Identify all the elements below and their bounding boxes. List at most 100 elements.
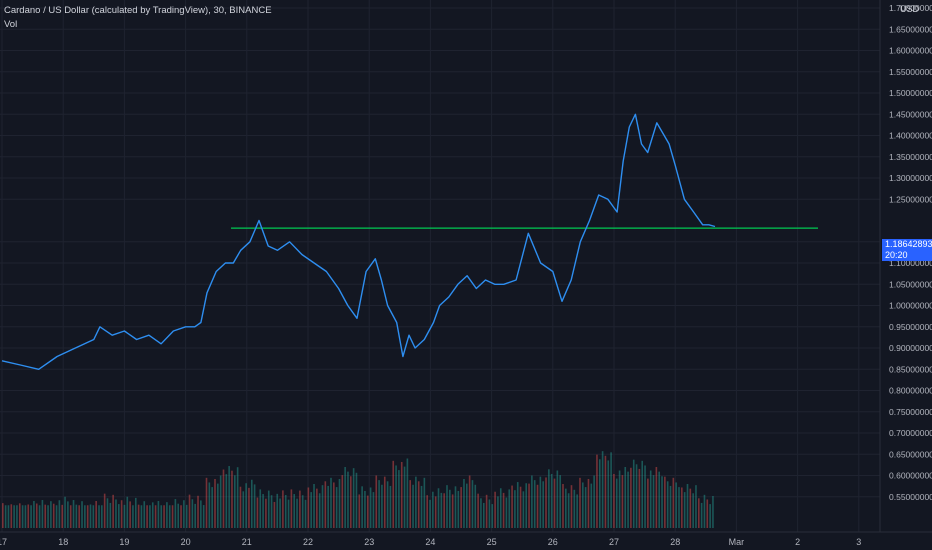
currency-label[interactable]: USD bbox=[900, 4, 920, 14]
volume-bar bbox=[615, 478, 618, 528]
volume-bar bbox=[316, 488, 318, 528]
volume-bar bbox=[635, 464, 638, 528]
volume-bar bbox=[344, 467, 346, 528]
volume-bar bbox=[412, 484, 414, 528]
volume-bar bbox=[16, 505, 18, 528]
price-tick-label: 1.00000000 bbox=[889, 301, 932, 311]
time-tick-label: 2 bbox=[795, 537, 800, 547]
price-axis[interactable]: 1.70000000 1.65000000 1.60000000 1.55000000… bbox=[889, 3, 932, 502]
volume-bar bbox=[440, 492, 443, 528]
price-tick-label: 1.10000000 bbox=[889, 258, 932, 268]
volume-bar bbox=[341, 475, 344, 528]
volume-bar bbox=[273, 501, 276, 528]
volume-indicator-label: Vol bbox=[4, 19, 18, 30]
volume-bar bbox=[7, 505, 10, 528]
volume-bar bbox=[457, 490, 460, 528]
volume-bar bbox=[327, 485, 329, 528]
volume-bar bbox=[321, 485, 324, 528]
volume-bar bbox=[550, 473, 553, 528]
volume-bar bbox=[415, 476, 417, 528]
bar-countdown: 20:20 bbox=[885, 250, 908, 260]
volume-bar bbox=[41, 500, 44, 528]
price-tick-label: 1.65000000 bbox=[889, 24, 932, 34]
price-tick-label: 0.80000000 bbox=[889, 386, 932, 396]
price-tick-label: 0.70000000 bbox=[889, 428, 932, 438]
price-tick-label: 1.55000000 bbox=[889, 67, 932, 77]
volume-bar bbox=[84, 505, 86, 528]
volume-bar bbox=[47, 505, 49, 528]
time-tick-label: 23 bbox=[364, 537, 374, 547]
volume-bar bbox=[352, 468, 355, 528]
volume-bar bbox=[293, 494, 296, 528]
volume-bar bbox=[151, 502, 154, 528]
symbol-title: Cardano / US Dollar (calculated by Tradi… bbox=[4, 5, 272, 16]
volume-bar bbox=[610, 452, 612, 528]
time-tick-label: 21 bbox=[242, 537, 252, 547]
price-tick-label: 1.70000000 bbox=[889, 3, 932, 13]
price-tick-label: 1.35000000 bbox=[889, 152, 932, 162]
volume-bar bbox=[149, 505, 151, 528]
volume-bar bbox=[621, 475, 624, 528]
volume-bar bbox=[202, 505, 205, 528]
volume-bar bbox=[505, 497, 508, 528]
price-tick-label: 1.40000000 bbox=[889, 131, 932, 141]
time-tick-label: 24 bbox=[425, 537, 435, 547]
volume-bar bbox=[347, 471, 349, 528]
volume-bar bbox=[378, 480, 380, 528]
volume-bar bbox=[630, 467, 632, 528]
volume-bar bbox=[468, 475, 471, 528]
volume-bar bbox=[669, 485, 672, 528]
volume-bar bbox=[689, 488, 692, 528]
volume-bar bbox=[338, 478, 341, 528]
volume-bar bbox=[86, 505, 89, 528]
volume-bar bbox=[253, 484, 256, 528]
price-tick-label: 0.95000000 bbox=[889, 322, 932, 332]
volume-bar bbox=[570, 485, 573, 528]
volume-bar bbox=[143, 501, 146, 528]
volume-bar bbox=[330, 477, 332, 528]
volume-bar bbox=[533, 480, 536, 528]
volume-bar bbox=[137, 504, 140, 528]
volume-bar bbox=[168, 505, 171, 528]
time-axis[interactable]: 171819202122232425262728Mar23 bbox=[0, 537, 861, 547]
volume-bar bbox=[618, 470, 621, 528]
volume-bar bbox=[559, 475, 561, 528]
volume-bar bbox=[183, 500, 185, 528]
volume-bar bbox=[250, 479, 253, 528]
volume-bar bbox=[491, 504, 494, 528]
volume-bar bbox=[389, 485, 392, 528]
price-tick-label: 0.60000000 bbox=[889, 471, 932, 481]
volume-bar bbox=[160, 505, 163, 528]
volume-bar bbox=[228, 466, 230, 528]
volume-bar bbox=[64, 496, 66, 528]
volume-bar bbox=[313, 484, 315, 528]
volume-bar bbox=[488, 499, 491, 528]
volume-bar bbox=[248, 487, 250, 528]
last-price-tag: 1.18642893 20:20 bbox=[882, 239, 932, 261]
volume-bar bbox=[641, 460, 644, 528]
volume-bar bbox=[545, 477, 547, 528]
volume-bar bbox=[437, 488, 440, 528]
volume-bar bbox=[242, 491, 245, 528]
volume-bar bbox=[279, 498, 281, 528]
volume-bar bbox=[214, 478, 216, 528]
volume-bar bbox=[75, 504, 78, 528]
price-tick-label: 1.45000000 bbox=[889, 109, 932, 119]
volume-bar bbox=[30, 505, 32, 528]
volume-bar bbox=[231, 470, 233, 528]
volume-bar bbox=[171, 505, 174, 528]
volume-bar bbox=[497, 496, 499, 528]
volume-bar bbox=[361, 486, 363, 528]
time-tick-label: 17 bbox=[0, 537, 7, 547]
volume-bar bbox=[474, 484, 477, 528]
volume-bar bbox=[333, 482, 335, 528]
volume-bar bbox=[35, 503, 38, 528]
volume-bar bbox=[709, 504, 711, 528]
price-tick-label: 0.75000000 bbox=[889, 407, 932, 417]
volume-bar bbox=[310, 492, 312, 528]
volume-bar bbox=[166, 502, 168, 528]
volume-bar bbox=[556, 470, 559, 528]
volume-bar bbox=[480, 498, 482, 528]
volume-bars bbox=[2, 451, 714, 528]
